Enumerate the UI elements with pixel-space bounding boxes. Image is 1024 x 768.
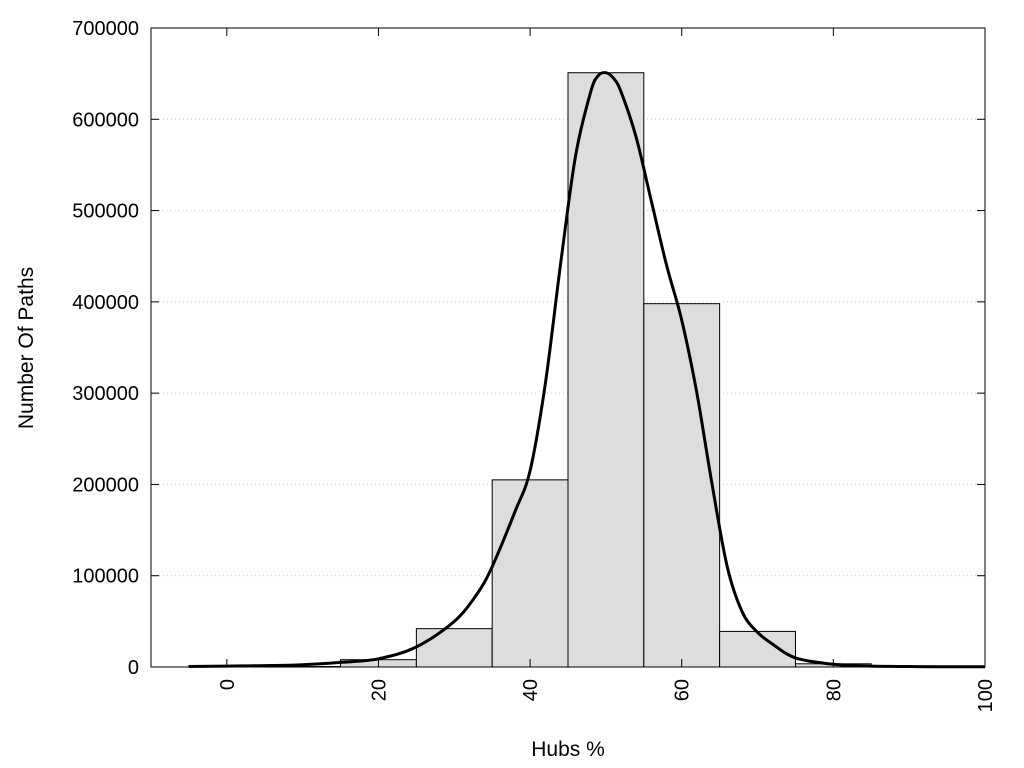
y-tick-label: 500000: [72, 201, 139, 223]
x-axis-title: Hubs %: [531, 738, 605, 761]
histogram-bar: [491, 479, 569, 668]
histogram-bar: [567, 72, 645, 668]
y-tick-label: 600000: [72, 109, 139, 131]
y-tick-labels: 0 100000 200000 300000 400000 500000 600000 700…: [72, 18, 139, 679]
x-tick-label: 80: [823, 679, 845, 701]
histogram-bar: [719, 630, 796, 668]
y-tick-label: 400000: [72, 292, 139, 314]
y-tick-label: 300000: [72, 383, 139, 405]
x-tick-labels: 0 20 40 60 80 100: [217, 679, 997, 712]
y-tick-label: 700000: [72, 18, 139, 40]
fit-curve-layer: [188, 71, 986, 669]
x-tick-label: 100: [975, 679, 997, 712]
y-tick-label: 200000: [72, 474, 139, 496]
plot-frame: [150, 27, 986, 668]
axis-ticks: [151, 27, 986, 668]
y-tick-label: 0: [128, 657, 139, 679]
x-tick-label: 60: [672, 679, 694, 701]
histogram-bar: [643, 303, 721, 668]
x-tick-label: 0: [217, 679, 239, 690]
histogram-bars: [188, 72, 948, 668]
fit-curve: [188, 71, 986, 669]
y-tick-label: 100000: [72, 566, 139, 588]
histogram-bar: [415, 628, 493, 668]
x-tick-label: 20: [368, 679, 390, 701]
y-axis-title: Number Of Paths: [15, 267, 38, 429]
x-tick-label: 40: [520, 679, 542, 701]
